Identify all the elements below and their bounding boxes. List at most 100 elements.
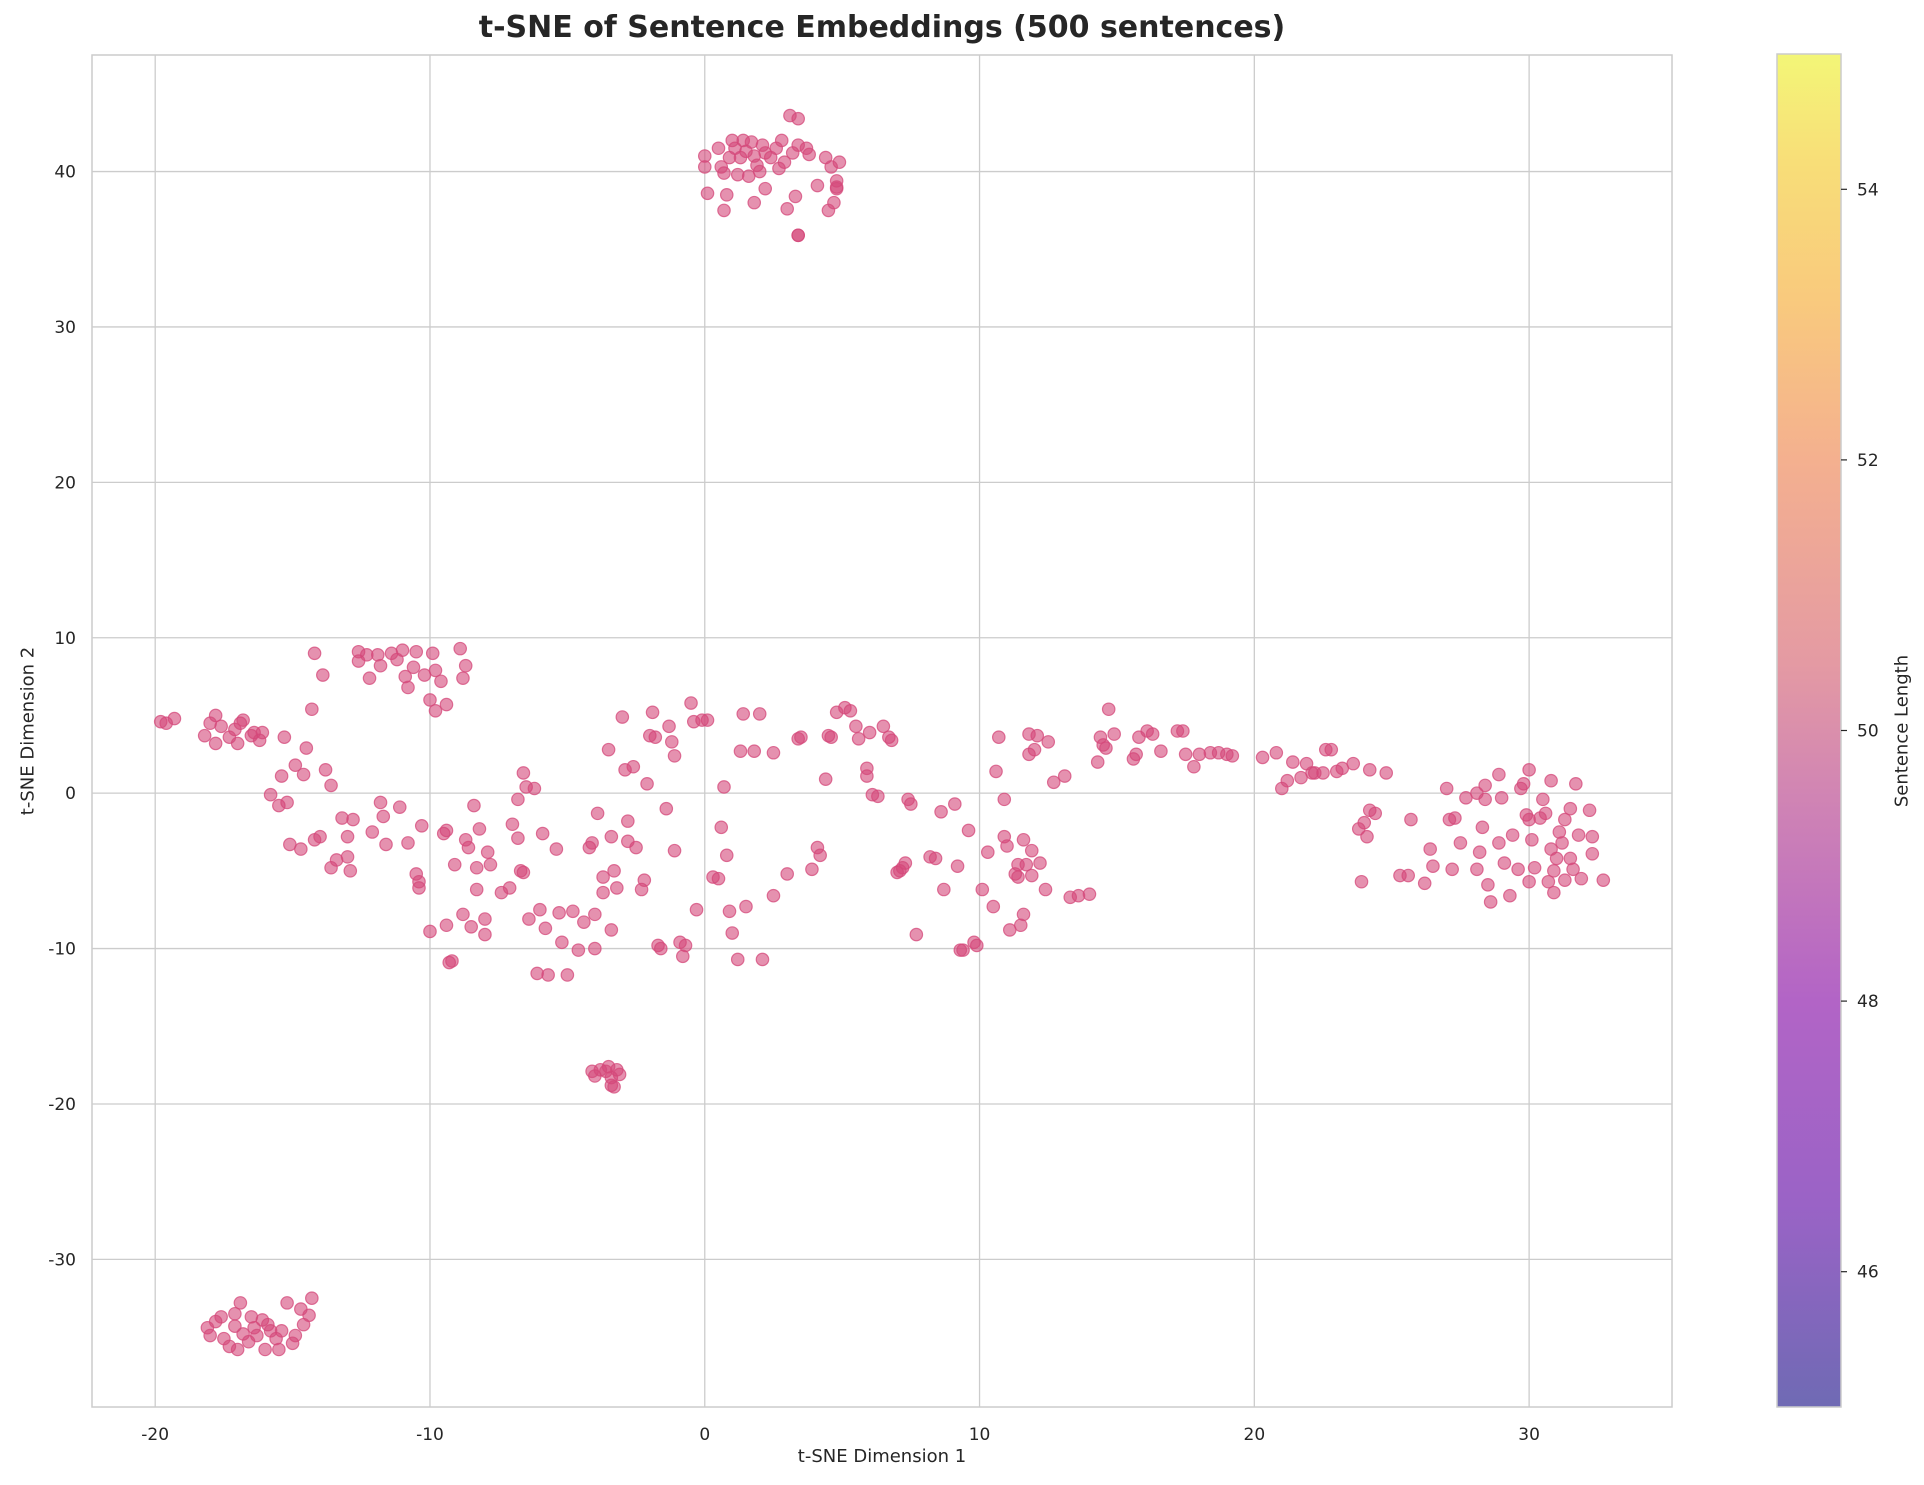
- data-point: [401, 836, 415, 850]
- data-point: [733, 744, 748, 759]
- data-point: [818, 772, 833, 786]
- data-point: [1574, 871, 1589, 886]
- data-point: [288, 1328, 303, 1343]
- data-point: [1033, 856, 1047, 870]
- data-point: [1492, 767, 1506, 782]
- data-point: [714, 820, 729, 835]
- data-point: [689, 902, 704, 917]
- data-point: [1030, 728, 1045, 743]
- data-point: [722, 904, 737, 919]
- y-tick-label: 40: [54, 163, 76, 183]
- data-point: [774, 133, 789, 148]
- data-point: [1475, 820, 1490, 835]
- data-point: [280, 1296, 294, 1310]
- data-point: [250, 1328, 264, 1343]
- data-point: [346, 812, 360, 827]
- data-point: [629, 840, 643, 855]
- data-point: [1401, 868, 1416, 883]
- data-point: [258, 1342, 272, 1357]
- data-point: [824, 730, 838, 745]
- data-point: [1522, 812, 1536, 827]
- y-tick-label: -30: [48, 1250, 76, 1270]
- data-point: [439, 823, 454, 838]
- data-point: [478, 912, 492, 926]
- data-point: [585, 836, 599, 850]
- data-point: [1563, 801, 1578, 816]
- data-point: [1472, 845, 1487, 860]
- data-points: [153, 108, 1611, 1357]
- data-point: [530, 966, 544, 981]
- data-point: [458, 658, 473, 673]
- data-point: [607, 864, 621, 878]
- data-point: [604, 829, 619, 844]
- data-point: [423, 924, 437, 939]
- data-point: [640, 777, 654, 791]
- data-point: [577, 915, 591, 929]
- data-point: [928, 851, 943, 866]
- data-point: [637, 873, 652, 887]
- colorbar-ticks: 46 48 50 52 54: [1841, 180, 1879, 1283]
- y-tick-label: 10: [54, 629, 76, 649]
- data-point: [203, 1328, 217, 1343]
- data-point: [794, 730, 808, 745]
- data-point: [1566, 862, 1580, 877]
- data-point: [541, 968, 555, 982]
- data-point: [604, 1078, 619, 1093]
- data-point: [1525, 832, 1539, 847]
- data-point: [612, 1067, 627, 1082]
- y-tick-label: 20: [54, 473, 76, 493]
- data-point: [1445, 862, 1459, 877]
- data-point: [464, 920, 478, 934]
- data-point: [167, 711, 182, 726]
- data-point: [535, 826, 550, 841]
- data-point: [428, 703, 443, 718]
- data-point: [456, 907, 470, 922]
- data-point: [1536, 792, 1550, 807]
- data-point: [1541, 874, 1556, 889]
- data-point: [1362, 763, 1377, 777]
- data-point: [1038, 882, 1053, 897]
- data-point: [1057, 769, 1072, 783]
- data-point: [1046, 775, 1061, 790]
- data-point: [208, 708, 223, 723]
- x-tick-label: 20: [1244, 1425, 1266, 1445]
- data-point: [1582, 803, 1597, 818]
- data-point: [697, 160, 712, 174]
- data-point: [469, 882, 484, 897]
- data-point: [747, 744, 762, 759]
- data-point: [527, 781, 542, 796]
- x-axis-label: t-SNE Dimension 1: [797, 1446, 967, 1467]
- y-tick-label: 30: [54, 318, 76, 338]
- data-point: [719, 848, 734, 863]
- data-point: [1192, 747, 1207, 762]
- data-point: [272, 1342, 286, 1357]
- data-point: [719, 188, 734, 202]
- data-point: [288, 758, 303, 772]
- colorbar: [1776, 53, 1842, 1408]
- data-point: [1090, 755, 1105, 769]
- data-point: [522, 912, 536, 926]
- data-point: [1448, 811, 1462, 825]
- data-point: [791, 111, 805, 126]
- data-point: [615, 710, 630, 724]
- data-point: [1478, 792, 1492, 807]
- data-point: [414, 818, 429, 833]
- y-tick-label: -20: [48, 1095, 76, 1115]
- data-point: [1107, 727, 1121, 741]
- data-point: [711, 141, 726, 156]
- data-point: [664, 735, 679, 749]
- data-point: [1099, 741, 1113, 755]
- data-point: [1019, 857, 1034, 872]
- data-point: [730, 167, 745, 182]
- data-point: [1016, 907, 1031, 922]
- data-point: [277, 730, 292, 745]
- data-point: [736, 707, 751, 721]
- data-point: [700, 186, 715, 201]
- data-point: [717, 166, 731, 180]
- data-point: [909, 927, 924, 942]
- data-point: [1585, 846, 1600, 861]
- data-point: [934, 805, 948, 819]
- data-point: [810, 178, 825, 193]
- data-point: [904, 797, 918, 811]
- data-point: [986, 899, 1001, 914]
